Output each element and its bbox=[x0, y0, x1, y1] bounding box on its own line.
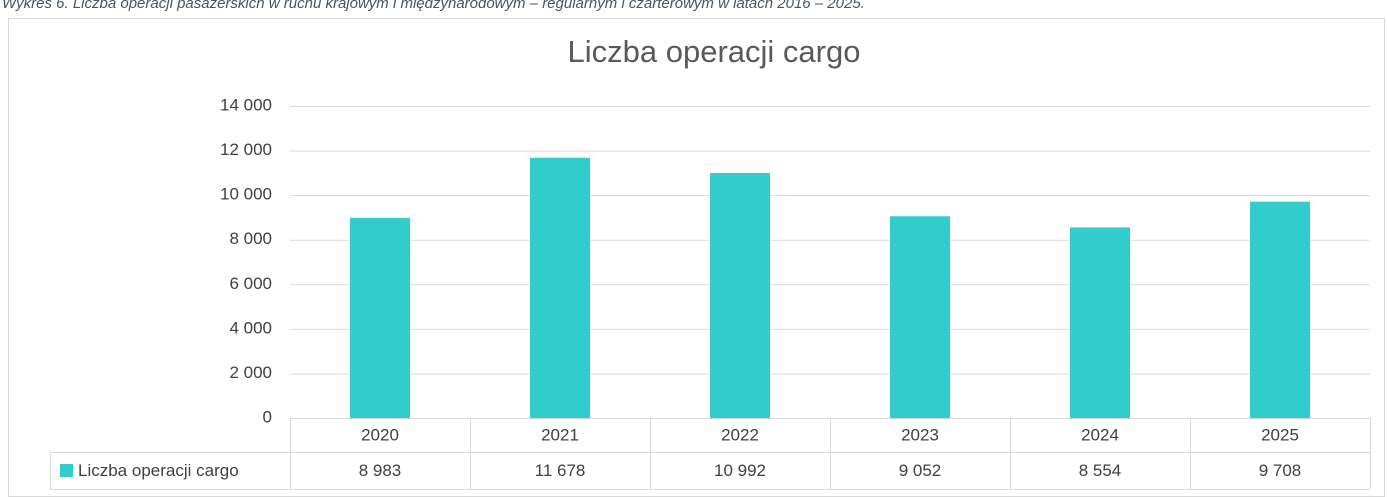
y-tick-label: 10 000 bbox=[220, 185, 272, 204]
bar bbox=[890, 216, 950, 418]
bar bbox=[530, 157, 590, 418]
legend-key bbox=[60, 464, 73, 477]
table-value: 10 992 bbox=[714, 461, 766, 480]
table-value: 9 052 bbox=[899, 461, 942, 480]
y-tick-label: 4 000 bbox=[229, 318, 272, 337]
caption: Wykres 6. Liczba operacji pasażerskich w… bbox=[2, 0, 865, 12]
x-tick-label: 2024 bbox=[1081, 425, 1119, 444]
y-tick-label: 14 000 bbox=[220, 95, 272, 114]
table-value: 9 708 bbox=[1259, 461, 1302, 480]
bar bbox=[1250, 201, 1310, 418]
y-tick-label: 12 000 bbox=[220, 140, 272, 159]
bar bbox=[1070, 227, 1130, 418]
x-tick-label: 2020 bbox=[361, 425, 399, 444]
x-tick-label: 2021 bbox=[541, 425, 579, 444]
table-value: 8 554 bbox=[1079, 461, 1122, 480]
bar bbox=[710, 173, 770, 418]
x-tick-label: 2023 bbox=[901, 425, 939, 444]
table-value: 8 983 bbox=[359, 461, 402, 480]
y-tick-label: 6 000 bbox=[229, 274, 272, 293]
y-tick-label: 2 000 bbox=[229, 363, 272, 382]
x-tick-label: 2022 bbox=[721, 425, 759, 444]
x-tick-label: 2025 bbox=[1261, 425, 1299, 444]
chart-title: Liczba operacji cargo bbox=[568, 34, 861, 69]
bar bbox=[350, 217, 410, 418]
y-tick-label: 0 bbox=[263, 407, 272, 426]
table-value: 11 678 bbox=[535, 461, 586, 480]
y-tick-label: 8 000 bbox=[229, 229, 272, 248]
legend-label: Liczba operacji cargo bbox=[78, 461, 239, 480]
chart-border bbox=[8, 18, 1385, 497]
